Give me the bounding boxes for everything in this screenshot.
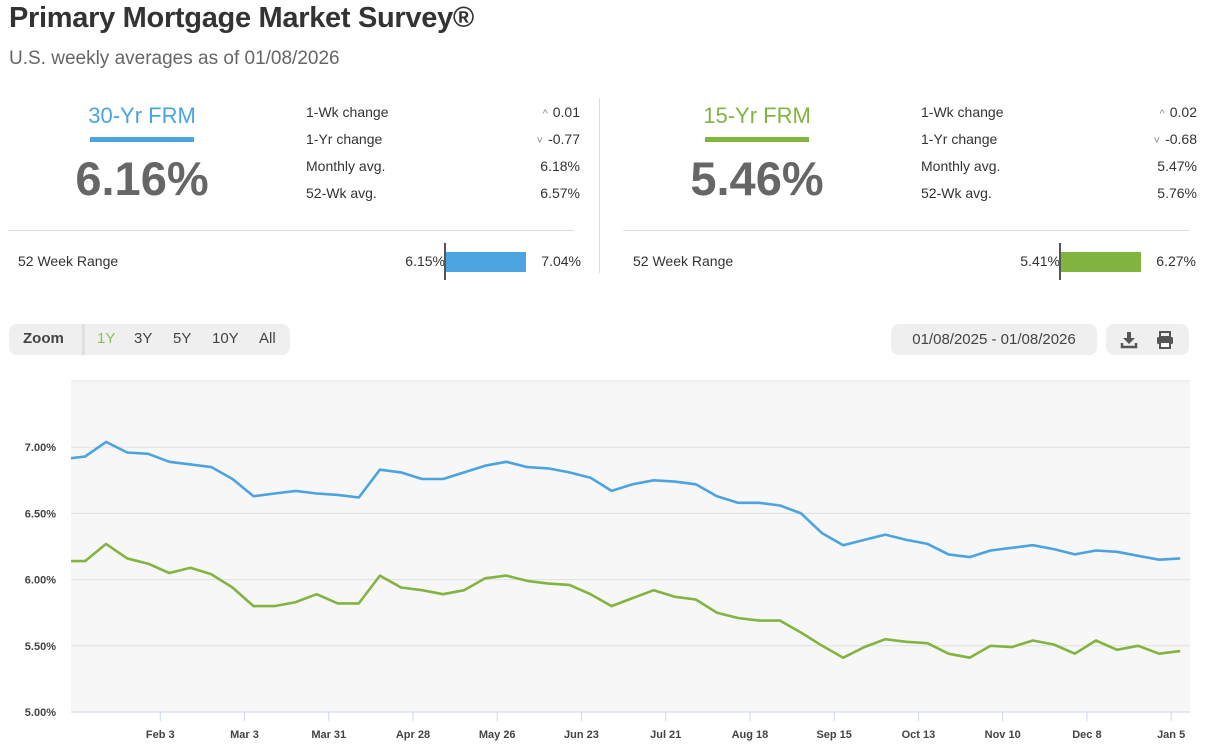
range-bar <box>1061 252 1141 272</box>
zoom-1y-button[interactable]: 1Y <box>97 330 116 347</box>
range-bar <box>446 252 526 272</box>
stat-label: Monthly avg. <box>921 158 1001 174</box>
rate-label: 30-Yr FRM <box>88 103 196 128</box>
zoom-label: Zoom <box>23 330 64 347</box>
rate-panel-15yr: 15-Yr FRM 5.46% 1-Wk change ^ 0.02 1-Yr cha… <box>623 95 1198 285</box>
page-subtitle: U.S. weekly averages as of 01/08/2026 <box>9 48 340 69</box>
stat-label: 52-Wk avg. <box>306 185 377 201</box>
y-tick-label: 5.50% <box>25 641 56 653</box>
stat-value: ^ 0.02 <box>1160 104 1197 120</box>
x-tick-label: Mar 3 <box>230 729 259 741</box>
x-tick-label: Jun 23 <box>564 729 599 741</box>
x-tick-label: Jul 21 <box>650 729 681 741</box>
range-current-marker <box>444 243 446 280</box>
stat-number: 5.47% <box>1157 158 1197 174</box>
y-tick-label: 6.00% <box>25 575 56 587</box>
stat-value: 5.47% <box>1157 158 1197 174</box>
divider <box>8 230 574 231</box>
stat-label: 52-Wk avg. <box>921 185 992 201</box>
rate-history-chart: 5.00% 5.50% 6.00% 6.50% 7.00% Feb 3 Mar 3 Mar 3… <box>25 380 1190 741</box>
stat-number: -0.68 <box>1165 131 1197 147</box>
range-min: 6.15% <box>405 253 445 269</box>
stat-value: 6.18% <box>540 158 580 174</box>
range-max: 6.27% <box>1156 253 1196 269</box>
x-tick-label: Jan 5 <box>1157 729 1185 741</box>
x-tick-label: Apr 28 <box>396 729 430 741</box>
rate-underline <box>90 137 194 142</box>
rate-panel-30yr: 30-Yr FRM 6.16% 1-Wk change ^ 0.01 1-Yr cha… <box>8 95 583 285</box>
range-max: 7.04% <box>541 253 581 269</box>
range-label: 52 Week Range <box>633 253 734 269</box>
stat-number: 6.57% <box>540 185 580 201</box>
range-label: 52 Week Range <box>18 253 119 269</box>
stat-label: Monthly avg. <box>306 158 386 174</box>
stat-value: ˅ -0.68 <box>1154 131 1197 147</box>
rate-label: 15-Yr FRM <box>703 103 811 128</box>
y-tick-label: 6.50% <box>25 508 56 520</box>
y-tick-label: 7.00% <box>25 442 56 454</box>
page-title: Primary Mortgage Market Survey® <box>9 2 474 34</box>
zoom-10y-button[interactable]: 10Y <box>212 330 239 347</box>
chevron-down-icon: ˅ <box>1153 135 1161 147</box>
x-tick-label: May 26 <box>479 729 516 741</box>
stat-label: 1-Wk change <box>306 104 389 120</box>
range-min: 5.41% <box>1020 253 1060 269</box>
stat-number: 6.18% <box>540 158 580 174</box>
series-line-15yr <box>71 542 1181 660</box>
x-tick-label: Dec 8 <box>1072 729 1101 741</box>
stat-value: 5.76% <box>1157 185 1197 201</box>
print-icon[interactable] <box>1156 331 1174 349</box>
stat-value: ˅ -0.77 <box>537 131 580 147</box>
x-tick-label: Aug 18 <box>732 729 769 741</box>
chevron-up-icon: ^ <box>1159 108 1165 120</box>
x-tick-label: Oct 13 <box>902 729 936 741</box>
zoom-3y-button[interactable]: 3Y <box>134 330 153 347</box>
export-controls <box>1106 324 1189 355</box>
plot-background <box>71 381 1190 712</box>
stat-label: 1-Yr change <box>921 131 998 147</box>
date-range-text: 01/08/2025 - 01/08/2026 <box>912 331 1076 348</box>
y-tick-label: 5.00% <box>25 707 56 719</box>
zoom-separator <box>82 324 85 355</box>
panel-divider <box>599 98 600 273</box>
date-range-picker[interactable]: 01/08/2025 - 01/08/2026 <box>891 324 1097 355</box>
x-tick-label: Nov 10 <box>985 729 1021 741</box>
zoom-all-button[interactable]: All <box>259 330 276 347</box>
chevron-up-icon: ^ <box>542 108 548 120</box>
zoom-5y-button[interactable]: 5Y <box>173 330 192 347</box>
stat-value: 6.57% <box>540 185 580 201</box>
current-rate: 6.16% <box>75 152 209 205</box>
range-current-marker <box>1059 243 1061 280</box>
x-tick-label: Feb 3 <box>146 729 175 741</box>
stat-number: 0.01 <box>552 104 580 120</box>
stat-label: 1-Yr change <box>306 131 383 147</box>
stat-value: ^ 0.01 <box>543 104 580 120</box>
current-rate: 5.46% <box>690 152 824 205</box>
zoom-selector: Zoom 1Y 3Y 5Y 10Y All <box>9 324 290 355</box>
rate-underline <box>705 137 809 142</box>
stat-number: -0.77 <box>548 131 580 147</box>
chevron-down-icon: ˅ <box>536 135 544 147</box>
series-line-30yr <box>71 440 1181 561</box>
stat-number: 5.76% <box>1157 185 1197 201</box>
x-tick-label: Mar 31 <box>311 729 346 741</box>
download-icon[interactable] <box>1120 331 1138 349</box>
stat-number: 0.02 <box>1169 104 1197 120</box>
divider <box>623 230 1189 231</box>
x-tick-label: Sep 15 <box>816 729 851 741</box>
stat-label: 1-Wk change <box>921 104 1004 120</box>
